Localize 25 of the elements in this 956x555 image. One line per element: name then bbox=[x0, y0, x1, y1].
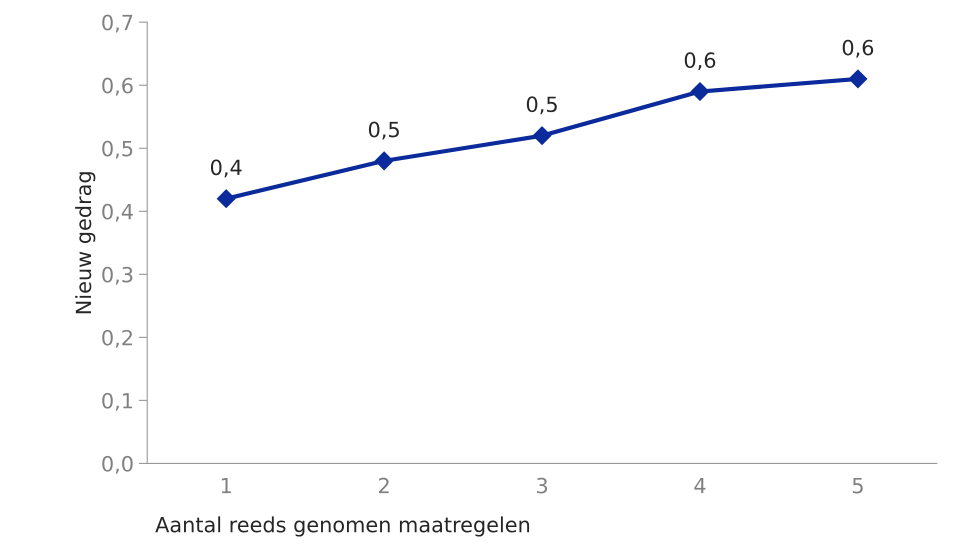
y-tick-label: 0,7 bbox=[102, 14, 132, 33]
data-label: 0,5 bbox=[526, 96, 557, 114]
data-label: 0,5 bbox=[368, 122, 399, 140]
y-tick-label: 0,3 bbox=[102, 266, 132, 285]
y-tick-label: 0,0 bbox=[102, 456, 133, 474]
x-tick-label: 1 bbox=[222, 478, 231, 494]
x-tick-label: 3 bbox=[537, 478, 548, 494]
point bbox=[374, 152, 394, 170]
x-tick-label: 5 bbox=[852, 478, 863, 494]
data-label: 0,6 bbox=[684, 52, 716, 70]
point bbox=[690, 82, 710, 101]
y-tick-label: 0,2 bbox=[102, 330, 132, 348]
data-label: 0,6 bbox=[842, 40, 874, 58]
data-label: 0,4 bbox=[211, 159, 242, 178]
y-axis-title: Nieuw gedrag bbox=[75, 172, 96, 314]
x-tick-label: 4 bbox=[694, 478, 706, 494]
point bbox=[848, 70, 868, 88]
x-tick-label: 2 bbox=[379, 478, 389, 494]
y-tick-label: 0,4 bbox=[102, 204, 133, 222]
point bbox=[532, 126, 552, 146]
y-tick-label: 0,1 bbox=[102, 392, 132, 411]
y-tick-label: 0,6 bbox=[102, 78, 133, 96]
y-tick-label: 0,5 bbox=[102, 140, 132, 159]
point bbox=[216, 189, 236, 208]
x-axis-title: Aantal reeds genomen maatregelen bbox=[155, 516, 530, 537]
